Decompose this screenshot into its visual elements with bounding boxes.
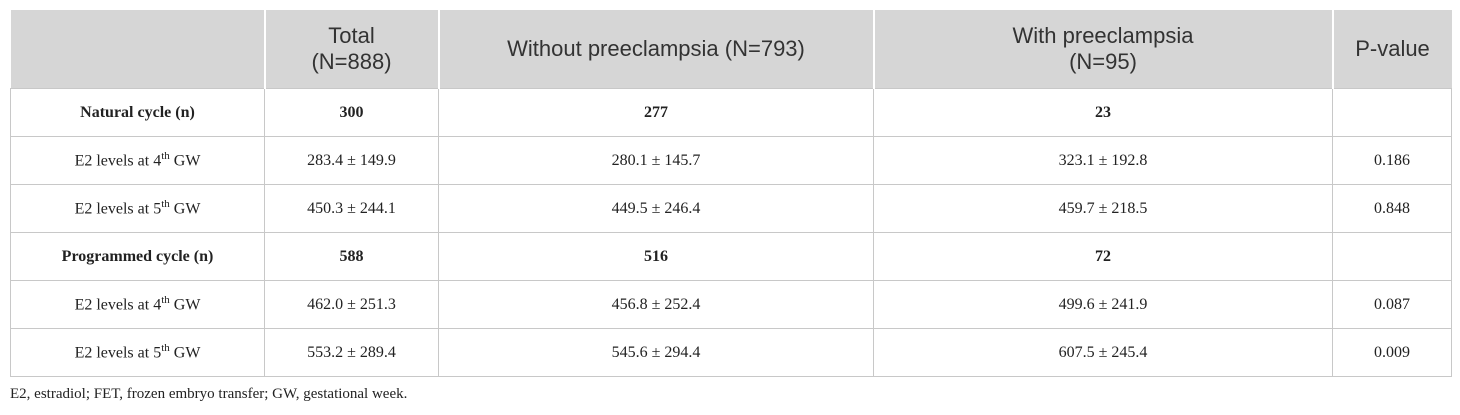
- cell-text: E2 levels at 4: [74, 152, 162, 170]
- table-cell: 516: [438, 232, 874, 281]
- cell-text: E2 levels at 5: [74, 200, 162, 218]
- cell-text: 72: [1095, 247, 1111, 265]
- table-cell: 607.5 ± 245.4: [873, 328, 1333, 377]
- header-cell: [10, 10, 265, 89]
- table-cell: E2 levels at 4th GW: [10, 280, 265, 329]
- cell-text: 545.6 ± 294.4: [611, 343, 701, 361]
- table-cell: Natural cycle (n): [10, 88, 265, 137]
- header-text: With preeclampsia: [1012, 23, 1194, 48]
- table-row: E2 levels at 5th GW 450.3 ± 244.1 449.5 ± …: [10, 184, 1452, 233]
- cell-text: 450.3 ± 244.1: [307, 199, 396, 217]
- cell-text: 553.2 ± 289.4: [307, 343, 396, 361]
- header-cell: Total (N=888): [263, 10, 439, 89]
- table-cell: 277: [438, 88, 874, 137]
- cell-text: 0.087: [1374, 295, 1410, 313]
- table-cell: 588: [264, 232, 439, 281]
- table-cell: 300: [264, 88, 439, 137]
- cell-text: 0.009: [1374, 343, 1410, 361]
- table-cell: 459.7 ± 218.5: [873, 184, 1333, 233]
- header-cell: With preeclampsia (N=95): [872, 10, 1333, 89]
- cell-text: GW: [169, 344, 201, 362]
- table-cell: 0.186: [1332, 136, 1452, 185]
- cell-text: 607.5 ± 245.4: [1058, 343, 1148, 361]
- cell-text: 0.848: [1374, 199, 1410, 217]
- cell-text: 456.8 ± 252.4: [611, 295, 701, 313]
- table-cell: 280.1 ± 145.7: [438, 136, 874, 185]
- table-cell: E2 levels at 5th GW: [10, 184, 265, 233]
- cell-text: Programmed cycle (n): [61, 247, 214, 265]
- cell-text: E2 levels at 5: [74, 344, 162, 362]
- table-cell: 456.8 ± 252.4: [438, 280, 874, 329]
- table-body: Natural cycle (n) 300 277 23 E2 levels at 4t…: [10, 88, 1452, 377]
- table-row: E2 levels at 5th GW 553.2 ± 289.4 545.6 ± …: [10, 328, 1452, 377]
- cell-text: 280.1 ± 145.7: [611, 151, 701, 169]
- footnote: E2, estradiol; FET, frozen embryo transf…: [10, 386, 408, 402]
- header-cell: Without preeclampsia (N=793): [437, 10, 874, 89]
- table-row: E2 levels at 4th GW 283.4 ± 149.9 280.1 ± …: [10, 136, 1452, 185]
- table-cell: 450.3 ± 244.1: [264, 184, 439, 233]
- table-cell: 0.848: [1332, 184, 1452, 233]
- cell-text: 300: [339, 103, 364, 121]
- cell-superscript: th: [161, 198, 170, 211]
- header-text: Without preeclampsia (N=793): [507, 36, 805, 61]
- table-row: Natural cycle (n) 300 277 23: [10, 88, 1452, 137]
- table-row: E2 levels at 4th GW 462.0 ± 251.3 456.8 ± …: [10, 280, 1452, 329]
- cell-text: GW: [169, 152, 201, 170]
- cell-text: 588: [339, 247, 364, 265]
- header-cell: P-value: [1331, 10, 1452, 89]
- cell-superscript: th: [161, 294, 170, 307]
- table-row: Programmed cycle (n) 588 516 72: [10, 232, 1452, 281]
- cell-text: 449.5 ± 246.4: [611, 199, 701, 217]
- table-cell: 323.1 ± 192.8: [873, 136, 1333, 185]
- header-row: Total (N=888) Without preeclampsia (N=793)…: [10, 10, 1452, 89]
- data-table: Total (N=888) Without preeclampsia (N=793)…: [10, 10, 1452, 377]
- table-cell: 449.5 ± 246.4: [438, 184, 874, 233]
- cell-text: 459.7 ± 218.5: [1058, 199, 1148, 217]
- table-cell: 23: [873, 88, 1333, 137]
- header-text: (N=888): [311, 49, 392, 74]
- table-cell: 283.4 ± 149.9: [264, 136, 439, 185]
- table-cell: 499.6 ± 241.9: [873, 280, 1333, 329]
- cell-text: 499.6 ± 241.9: [1058, 295, 1148, 313]
- cell-text: Natural cycle (n): [80, 103, 195, 121]
- table-cell: 72: [873, 232, 1333, 281]
- cell-text: E2 levels at 4: [74, 296, 162, 314]
- cell-text: 323.1 ± 192.8: [1058, 151, 1148, 169]
- cell-text: 277: [644, 103, 668, 121]
- table-cell: [1332, 232, 1452, 281]
- cell-superscript: th: [161, 150, 170, 163]
- cell-text: 0.186: [1374, 151, 1410, 169]
- cell-text: GW: [169, 296, 201, 314]
- table-cell: Programmed cycle (n): [10, 232, 265, 281]
- table-cell: E2 levels at 4th GW: [10, 136, 265, 185]
- cell-text: 516: [644, 247, 668, 265]
- cell-text: 462.0 ± 251.3: [307, 295, 396, 313]
- cell-superscript: th: [161, 342, 170, 355]
- header-text: P-value: [1355, 36, 1430, 61]
- table-cell: 0.087: [1332, 280, 1452, 329]
- table-cell: E2 levels at 5th GW: [10, 328, 265, 377]
- table-cell: 462.0 ± 251.3: [264, 280, 439, 329]
- header-text: (N=95): [1069, 49, 1137, 74]
- table-cell: 545.6 ± 294.4: [438, 328, 874, 377]
- table-cell: 553.2 ± 289.4: [264, 328, 439, 377]
- header-text: Total: [328, 23, 375, 48]
- table-cell: 0.009: [1332, 328, 1452, 377]
- cell-text: 283.4 ± 149.9: [307, 151, 396, 169]
- cell-text: GW: [169, 200, 201, 218]
- cell-text: 23: [1095, 103, 1111, 121]
- table-cell: [1332, 88, 1452, 137]
